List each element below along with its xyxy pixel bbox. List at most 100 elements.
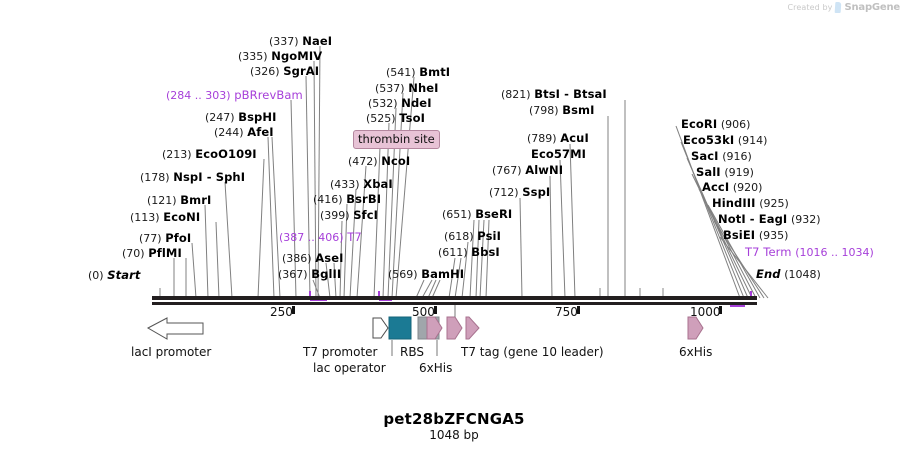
enzyme-label: HindIII (925) xyxy=(712,197,789,210)
enzyme-label: (618) PsiI xyxy=(444,230,501,243)
end-label: End (1048) xyxy=(756,268,821,281)
ruler-tick-1000: 1000 xyxy=(690,305,721,319)
enzyme-label: (70) PflMI xyxy=(122,247,182,260)
enzyme-label: AccI (920) xyxy=(702,181,762,194)
enzyme-position: (178) xyxy=(140,171,170,184)
enzyme-label: (712) SspI xyxy=(489,186,550,199)
enzyme-name: PsiI xyxy=(477,229,501,243)
enzyme-name: EcoO109I xyxy=(195,147,257,161)
feature-label-pbrrevbam: (284 .. 303) pBRrevBam xyxy=(166,89,303,102)
feature-6xhis-2-shape xyxy=(687,316,704,340)
enzyme-label: (433) XbaI xyxy=(330,178,393,191)
enzyme-label: (472) NcoI xyxy=(348,155,410,168)
enzyme-position: (821) xyxy=(501,88,531,101)
feature-name: pBRrevBam xyxy=(234,88,303,102)
enzyme-label: (525) TsoI xyxy=(366,112,425,125)
enzyme-position: (925) xyxy=(759,197,789,210)
enzyme-position: (337) xyxy=(269,35,299,48)
enzyme-label: (335) NgoMIV xyxy=(238,50,322,63)
enzyme-position: (920) xyxy=(732,181,763,194)
enzyme-position: (335) xyxy=(238,50,268,63)
enzyme-position: (247) xyxy=(205,111,235,124)
enzyme-name: AccI xyxy=(702,180,730,194)
enzyme-label: (767) AlwNI xyxy=(492,164,563,177)
end-position: (1048) xyxy=(784,268,821,281)
enzyme-name: SfcI xyxy=(353,208,379,222)
enzyme-label: (798) BsmI xyxy=(529,104,595,117)
enzyme-position: (932) xyxy=(790,213,821,226)
enzyme-name: BspHI xyxy=(238,110,277,124)
enzyme-name: EcoRI xyxy=(681,117,718,131)
enzyme-position: (525) xyxy=(366,112,396,125)
enzyme-position: (914) xyxy=(737,134,768,147)
plasmid-backbone xyxy=(152,296,757,305)
enzyme-label: (77) PfoI xyxy=(139,232,191,245)
enzyme-label: (821) BtsI - BtsaI xyxy=(501,88,607,101)
enzyme-name: TsoI xyxy=(399,111,425,125)
enzyme-position: (113) xyxy=(130,211,160,224)
enzyme-name: PflMI xyxy=(148,246,182,260)
enzyme-name: NotI - EagI xyxy=(718,212,788,226)
enzyme-name: AseI xyxy=(315,251,344,265)
feature-label-t7: (387 .. 406) T7 xyxy=(279,231,362,244)
ruler-tick-500: 500 xyxy=(412,305,435,319)
feature-t7-promoter-shape xyxy=(372,317,389,339)
enzyme-position: (916) xyxy=(722,150,752,163)
enzyme-label: (537) NheI xyxy=(375,82,439,95)
enzyme-position: (712) xyxy=(489,186,519,199)
enzyme-position: (399) xyxy=(320,209,350,222)
feature-caption-6xhis-2: 6xHis xyxy=(679,345,713,359)
enzyme-name: BamHI xyxy=(421,267,465,281)
enzyme-position: (326) xyxy=(250,65,280,78)
enzyme-position: (906) xyxy=(720,118,751,131)
enzyme-position: (244) xyxy=(214,126,244,139)
enzyme-label: (386) AseI xyxy=(282,252,343,265)
enzyme-name: BseRI xyxy=(475,207,513,221)
feature-caption-lac-operator: lac operator xyxy=(313,361,386,375)
feature-caption-rbs: RBS xyxy=(400,345,424,359)
feature-range: (387 .. 406) xyxy=(279,231,344,244)
enzyme-label: (244) AfeI xyxy=(214,126,274,139)
plasmid-length: 1048 bp xyxy=(429,428,479,442)
enzyme-label: (367) BglII xyxy=(278,268,341,281)
enzyme-label: (113) EcoNI xyxy=(130,211,200,224)
feature-label-t7-term: T7 Term (1016 .. 1034) xyxy=(745,246,874,259)
enzyme-position: (213) xyxy=(162,148,192,161)
enzyme-label: (121) BmrI xyxy=(147,194,211,207)
enzyme-label: (416) BsrBI xyxy=(313,193,381,206)
start-position: (0) xyxy=(88,269,104,282)
enzyme-label: SalI (919) xyxy=(696,166,754,179)
enzyme-name: BglII xyxy=(311,267,342,281)
watermark-prefix: Created by xyxy=(787,3,833,12)
enzyme-label: (789) AcuI xyxy=(527,132,589,145)
enzyme-position: (651) xyxy=(442,208,472,221)
enzyme-name: PfoI xyxy=(165,231,192,245)
enzyme-label: (541) BmtI xyxy=(386,66,450,79)
feature-range: (1016 .. 1034) xyxy=(795,246,874,259)
enzyme-name: BsmI xyxy=(562,103,595,117)
enzyme-label: (326) SgrAI xyxy=(250,65,319,78)
enzyme-position: (541) xyxy=(386,66,416,79)
enzyme-name: AfeI xyxy=(247,125,274,139)
feature-caption-t7-tag: T7 tag (gene 10 leader) xyxy=(461,345,604,359)
watermark-brand: SnapGene xyxy=(844,2,900,13)
enzyme-name: NspI - SphI xyxy=(173,170,246,184)
enzyme-name: BmtI xyxy=(419,65,451,79)
enzyme-name: Eco57MI xyxy=(531,147,586,161)
enzyme-name: EcoNI xyxy=(163,210,201,224)
enzyme-name: NaeI xyxy=(302,34,333,48)
enzyme-name: BsiEI xyxy=(723,228,756,242)
enzyme-name: NdeI xyxy=(401,96,432,110)
enzyme-position: (537) xyxy=(375,82,405,95)
ruler-tick-glyphs xyxy=(292,306,722,314)
feature-t7tag-small-shape xyxy=(446,316,463,340)
enzyme-name: BmrI xyxy=(180,193,212,207)
enzyme-label: (569) BamHI xyxy=(388,268,464,281)
enzyme-position: (70) xyxy=(122,247,145,260)
feature-t7tag-shape xyxy=(465,316,480,340)
feature-caption-t7-promoter: T7 promoter xyxy=(303,345,378,359)
feature-laci-promoter-shape xyxy=(146,317,204,340)
start-text: Start xyxy=(107,268,141,282)
enzyme-position: (532) xyxy=(368,97,398,110)
